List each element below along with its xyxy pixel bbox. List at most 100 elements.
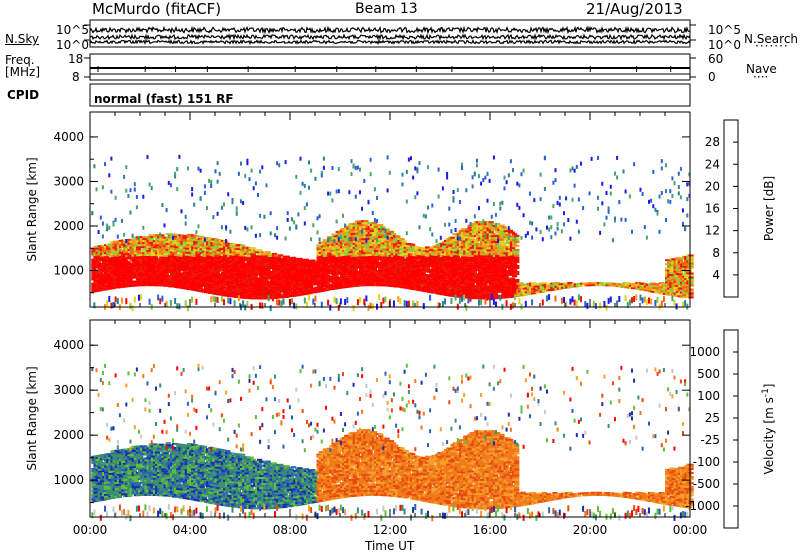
power-cell	[254, 251, 261, 254]
power-cell	[169, 233, 176, 236]
power-scatter	[263, 214, 266, 219]
power-cell	[116, 270, 123, 273]
power-scatter	[169, 183, 172, 188]
power-scatter	[448, 222, 451, 227]
power-scatter	[322, 165, 325, 170]
power-cell	[97, 271, 103, 274]
power-scatter	[248, 177, 251, 182]
power-noise	[467, 297, 470, 304]
power-cell	[157, 258, 163, 261]
power-cell	[182, 235, 188, 238]
power-cell	[191, 252, 197, 255]
power-scatter	[359, 190, 361, 195]
power-cell	[227, 275, 233, 277]
power-scatter	[441, 186, 444, 191]
power-scatter	[418, 161, 421, 166]
power-cell	[231, 257, 237, 260]
power-scatter	[308, 185, 310, 190]
power-cell	[182, 237, 188, 240]
power-scatter	[259, 213, 262, 218]
power-cell	[176, 284, 182, 287]
power-noise	[242, 300, 245, 307]
power-scatter	[418, 225, 421, 230]
power-scatter	[274, 233, 276, 238]
power-scatter	[101, 221, 104, 226]
power-scatter	[407, 157, 410, 162]
power-noise	[303, 297, 306, 304]
power-scatter	[123, 232, 126, 237]
power-scatter	[135, 205, 138, 210]
power-scatter	[286, 217, 289, 222]
power-cell	[492, 293, 499, 296]
power-scatter	[405, 170, 408, 174]
power-noise	[140, 294, 143, 301]
power-cell	[244, 286, 250, 289]
power-scatter	[133, 182, 136, 187]
power-noise	[280, 300, 283, 307]
power-noise	[480, 299, 483, 306]
power-cell	[176, 238, 182, 241]
power-cell	[167, 239, 174, 242]
power-scatter	[352, 163, 355, 168]
power-cell	[257, 253, 263, 256]
power-scatter	[405, 231, 408, 236]
power-cell	[182, 241, 188, 244]
power-cell	[114, 256, 120, 259]
power-scatter	[484, 175, 487, 180]
power-noise	[131, 305, 134, 312]
power-scatter	[471, 184, 474, 189]
power-cell	[199, 264, 205, 267]
power-noise	[429, 294, 432, 301]
power-scatter	[99, 215, 102, 220]
power-scatter	[312, 223, 315, 228]
power-scatter	[276, 161, 279, 166]
power-scatter	[337, 167, 340, 171]
power-cell	[240, 270, 246, 273]
power-scatter	[93, 164, 96, 169]
power-scatter	[184, 221, 187, 226]
power-cell	[218, 245, 224, 248]
power-noise	[227, 297, 230, 304]
power-scatter	[446, 171, 449, 176]
power-cell	[142, 280, 148, 283]
power-cell	[240, 262, 246, 265]
power-scatter	[150, 186, 153, 191]
power-scatter	[452, 190, 455, 194]
power-noise	[382, 297, 385, 304]
power-noise	[212, 295, 215, 302]
power-scatter	[178, 154, 181, 159]
power-scatter	[250, 225, 253, 230]
power-scatter	[95, 187, 98, 192]
power-scatter	[484, 234, 487, 239]
power-noise	[399, 298, 402, 304]
power-cell	[231, 243, 237, 246]
power-scatter	[478, 174, 480, 179]
power-cell	[227, 289, 233, 291]
power-cell	[242, 294, 248, 297]
power-scatter	[165, 208, 168, 213]
power-cell	[129, 268, 135, 271]
power-noise	[407, 300, 410, 307]
power-scatter	[475, 163, 478, 168]
nsky-label: N.Sky	[5, 32, 40, 46]
freq-tick-low: 8	[72, 70, 80, 84]
power-cell	[152, 270, 159, 273]
power-scatter	[320, 173, 323, 178]
power-scatter	[216, 161, 219, 166]
power-scatter	[458, 200, 461, 204]
power-noise	[450, 298, 453, 304]
power-cell	[208, 281, 214, 284]
power-scatter	[316, 216, 319, 221]
power-cell	[206, 269, 212, 272]
power-cell	[263, 279, 269, 282]
power-noise	[422, 303, 425, 310]
freq-unit: [MHz]	[5, 65, 41, 79]
cpid-label: CPID	[7, 88, 40, 102]
power-scatter	[246, 161, 249, 166]
power-cell	[110, 251, 116, 254]
power-cell	[169, 279, 176, 282]
power-cell	[244, 288, 250, 291]
power-heatmap	[91, 154, 694, 312]
nsky-trace	[89, 25, 691, 35]
power-scatter	[386, 155, 389, 160]
